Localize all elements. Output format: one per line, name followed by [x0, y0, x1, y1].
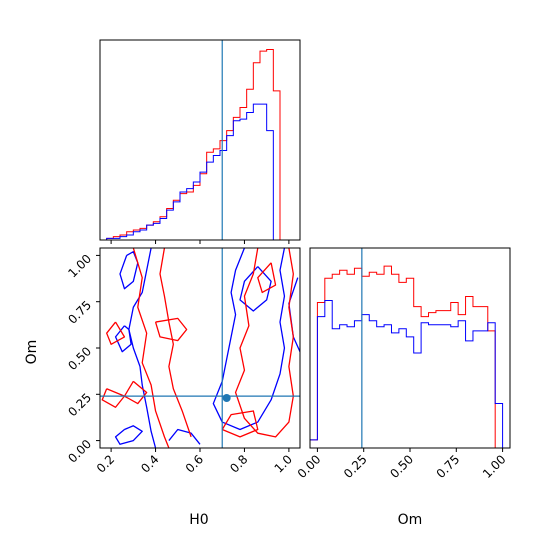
joint-blue-contour-right-inner	[239, 266, 272, 312]
joint-y-tick-label: 0.00	[65, 437, 94, 466]
joint-y-tick-label: 0.75	[65, 298, 94, 327]
om-hist-x-tick-label: 0.25	[341, 452, 370, 481]
joint-y-tick-label: 0.25	[65, 391, 94, 420]
joint-blue-contour-left-outer	[128, 248, 157, 448]
x-axis-label-h0: H0	[189, 512, 208, 528]
om-hist-x-tick-label: 0.00	[295, 452, 324, 481]
h0-hist-red-series	[100, 49, 300, 240]
om-hist-red-series	[310, 265, 503, 448]
joint-blue-contour-loop	[119, 251, 139, 290]
joint-blue-contour-loop	[114, 425, 143, 445]
joint-red-contour-loop	[106, 321, 126, 345]
joint-red-contour-left-inner	[132, 248, 170, 448]
joint-x-tick-label: 0.6	[183, 452, 206, 475]
joint-blue-contour-loop	[168, 428, 201, 445]
joint-red-contour-loop	[101, 388, 126, 408]
joint-blue-contour-right	[212, 248, 286, 431]
joint-frame	[99, 247, 301, 449]
h0-hist-frame	[99, 39, 301, 241]
y-axis-label-om: Om	[24, 340, 40, 365]
joint-x-tick-label: 0.2	[94, 452, 117, 475]
om-hist-blue-series	[310, 300, 504, 448]
om-hist-x-tick-label: 1.00	[480, 452, 509, 481]
h0-om-contour-panel: 0.2 0.4 0.6 0.8 1.0 0.00 0.25 0.50 0.75 1.00	[65, 247, 301, 476]
joint-red-contour-loop	[123, 380, 148, 405]
joint-truth-point	[222, 394, 231, 402]
joint-red-contour-bottom	[221, 410, 259, 438]
joint-blue-contour-loop	[114, 325, 132, 353]
h0-histogram-panel	[99, 39, 301, 244]
x-axis-label-om: Om	[398, 512, 423, 528]
joint-x-tick-label: 0.8	[227, 452, 250, 475]
joint-red-contour-left-outer	[159, 248, 192, 438]
om-histogram-panel: 0.00 0.25 0.50 0.75 1.00	[295, 247, 511, 481]
joint-red-contour-loop	[154, 317, 188, 342]
joint-red-contour-right	[234, 248, 294, 438]
joint-y-tick-label: 0.50	[65, 344, 94, 373]
om-hist-x-tick-label: 0.50	[387, 452, 416, 481]
joint-x-tick-label: 0.4	[138, 452, 161, 475]
joint-red-contour-right-inner	[257, 262, 277, 294]
joint-x-tick-label: 1.0	[272, 452, 295, 475]
h0-hist-blue-series	[100, 103, 300, 240]
joint-y-tick-label: 1.00	[65, 252, 94, 281]
om-hist-x-tick-label: 0.75	[434, 452, 463, 481]
